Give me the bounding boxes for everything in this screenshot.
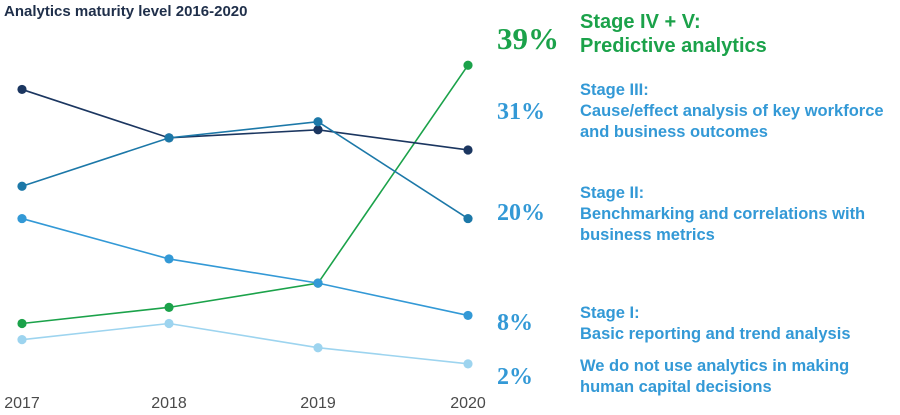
end-value-label-stage-iv-v: 39% — [497, 21, 559, 56]
legend-text-line: Stage II: — [580, 184, 645, 202]
series-line-no-analytics — [21, 322, 469, 365]
data-point-stage-iv-v-2018 — [164, 302, 174, 312]
legend-text-line: Stage I: — [580, 304, 640, 322]
legend-text-line: Stage IV + V: — [580, 11, 701, 33]
x-tick-label: 2019 — [300, 395, 336, 412]
data-point-stage-ii-2018 — [164, 133, 174, 143]
x-tick-label: 2020 — [450, 395, 486, 412]
end-value-label-stage-ii: 20% — [497, 200, 545, 226]
legend-text-line: Benchmarking and correlations with — [580, 205, 866, 223]
legend-entry-stage-iii: Stage III: Cause/effect analysis of key w… — [580, 80, 884, 143]
x-tick-label: 2017 — [4, 395, 40, 412]
legend-text-line: Stage III: — [580, 81, 649, 99]
data-point-stage-ii-2020 — [463, 213, 473, 224]
end-value-label-stage-iii: 31% — [497, 99, 545, 125]
data-point-no-analytics-2019 — [313, 343, 323, 353]
data-point-no-analytics-2020 — [463, 359, 473, 369]
x-tick-label: 2018 — [151, 395, 187, 412]
legend-text-line: Basic reporting and trend analysis — [580, 325, 851, 343]
data-point-stage-iv-v-2020 — [463, 60, 473, 70]
series-line-stage-iv-v — [21, 64, 469, 325]
series-line-stage-i — [21, 217, 469, 317]
data-point-no-analytics-2017 — [17, 335, 27, 345]
data-point-stage-i-2019 — [313, 278, 323, 288]
legend-text-line: Cause/effect analysis of key workforce — [580, 102, 884, 120]
legend-text-line: We do not use analytics in making — [580, 357, 850, 375]
legend-entry-stage-iv-v: Stage IV + V: Predictive analytics — [580, 10, 767, 58]
legend-text-line: and business outcomes — [580, 123, 768, 141]
series-line-stage-ii — [21, 120, 469, 220]
legend-entry-stage-i: Stage I: Basic reporting and trend analys… — [580, 303, 851, 345]
end-value-label-no-analytics: 2% — [497, 364, 533, 390]
legend-text-line: human capital decisions — [580, 378, 772, 396]
chart-title: Analytics maturity level 2016-2020 — [4, 3, 248, 20]
data-point-stage-iii-2017 — [17, 84, 27, 95]
data-point-no-analytics-2018 — [164, 318, 174, 329]
data-point-stage-i-2020 — [463, 310, 473, 321]
data-point-stage-ii-2019 — [313, 117, 323, 127]
series-line-stage-iii — [21, 88, 469, 151]
data-point-stage-i-2018 — [164, 254, 174, 264]
data-point-stage-i-2017 — [17, 213, 27, 224]
data-point-stage-iii-2019 — [313, 125, 323, 135]
legend-text-line: Predictive analytics — [580, 35, 767, 57]
legend-text-line: business metrics — [580, 226, 715, 244]
end-value-label-stage-i: 8% — [497, 310, 533, 336]
legend-entry-no-analytics: We do not use analytics in making human c… — [580, 356, 849, 398]
data-point-stage-iii-2020 — [463, 145, 473, 155]
data-point-stage-iv-v-2017 — [17, 318, 27, 329]
legend-entry-stage-ii: Stage II: Benchmarking and correlations w… — [580, 183, 865, 246]
data-point-stage-ii-2017 — [17, 181, 27, 191]
